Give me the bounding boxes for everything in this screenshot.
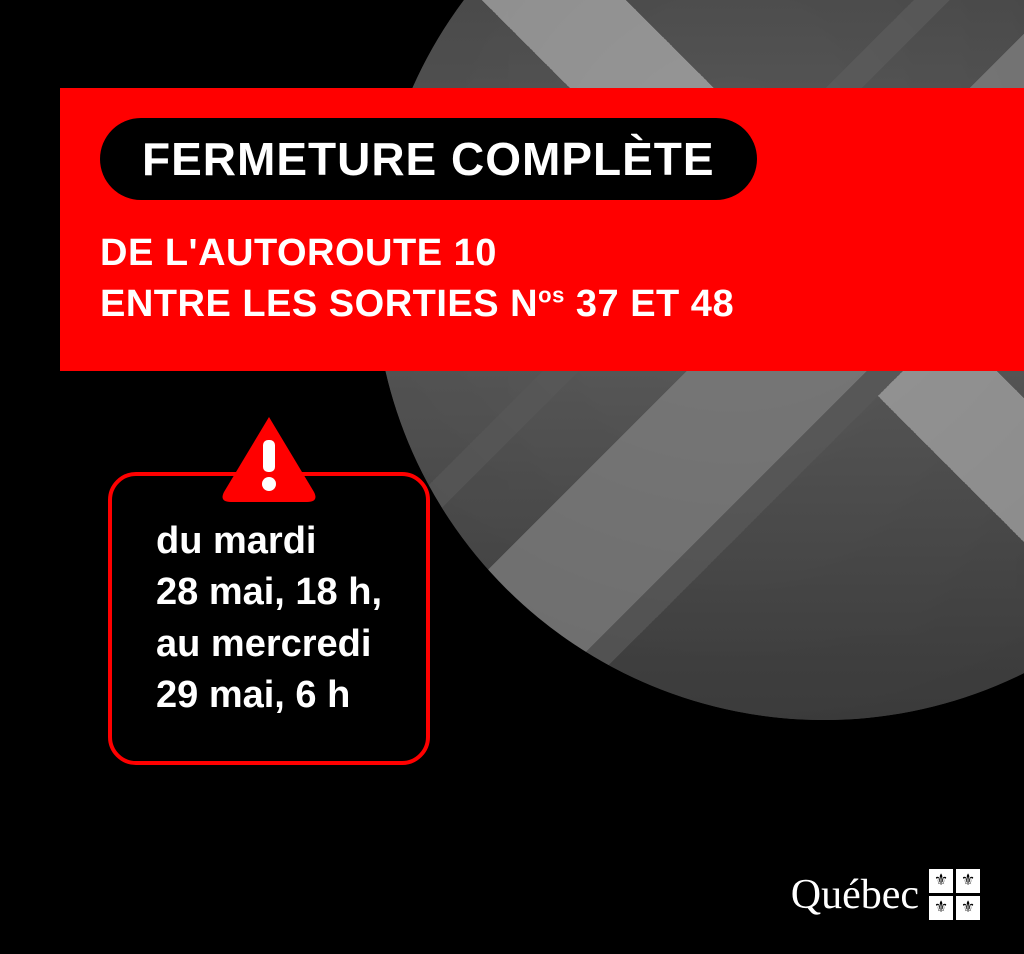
fleur-cell: ⚜ (929, 896, 953, 920)
subtitle-line1: DE L'AUTOROUTE 10 (100, 232, 497, 274)
subtitle-line2-pre: ENTRE LES SORTIES N (100, 283, 538, 325)
quebec-logo: Québec ⚜ ⚜ ⚜ ⚜ (791, 869, 980, 920)
date-line-4: 29 mai, 6 h (156, 670, 382, 721)
fleur-cell: ⚜ (956, 869, 980, 893)
date-line-1: du mardi (156, 516, 382, 567)
banner-title: FERMETURE COMPLÈTE (100, 118, 757, 200)
date-box-container: du mardi 28 mai, 18 h, au mercredi 29 ma… (108, 472, 430, 765)
banner-subtitle: DE L'AUTOROUTE 10 ENTRE LES SORTIES Nos … (100, 228, 984, 331)
fleur-cell: ⚜ (956, 896, 980, 920)
quebec-logo-text: Québec (791, 871, 919, 919)
date-line-3: au mercredi (156, 619, 382, 670)
date-line-2: 28 mai, 18 h, (156, 567, 382, 618)
fleur-de-lys-icon: ⚜ ⚜ ⚜ ⚜ (929, 869, 980, 920)
alert-banner: FERMETURE COMPLÈTE DE L'AUTOROUTE 10 ENT… (60, 88, 1024, 371)
subtitle-line2-post: 37 ET 48 (565, 283, 734, 325)
fleur-cell: ⚜ (929, 869, 953, 893)
subtitle-line2-sup: os (538, 283, 565, 308)
warning-triangle-icon (219, 412, 319, 502)
date-box: du mardi 28 mai, 18 h, au mercredi 29 ma… (108, 472, 430, 765)
